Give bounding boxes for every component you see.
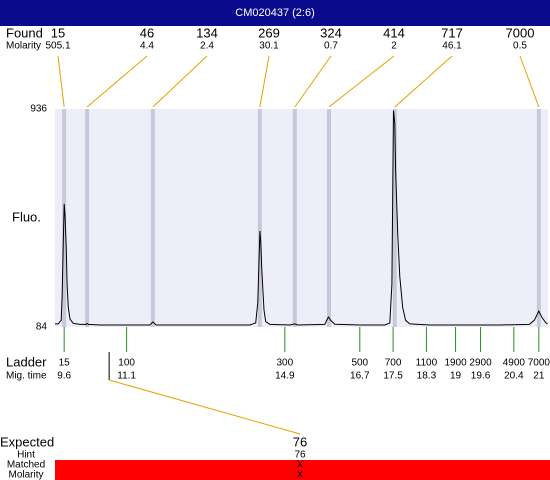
peak-connector bbox=[294, 55, 332, 108]
expected-value: 76 bbox=[293, 434, 307, 449]
ladder-time: 21 bbox=[533, 371, 545, 382]
y-tick-label: 84 bbox=[36, 322, 48, 333]
expected-connector bbox=[108, 379, 301, 435]
peak-connector bbox=[328, 55, 395, 108]
matched-label: Matched bbox=[7, 460, 45, 471]
ladder-size: 7000 bbox=[528, 358, 550, 369]
expected-label: Expected bbox=[0, 434, 54, 449]
ladder-size: 4900 bbox=[503, 358, 526, 369]
title-bar bbox=[0, 0, 550, 26]
molarity-row-value: X bbox=[297, 470, 304, 480]
found-molarity: 46.1 bbox=[442, 41, 462, 52]
peak-band bbox=[536, 109, 541, 327]
peak-connector bbox=[152, 55, 208, 108]
peak-connector bbox=[519, 55, 540, 108]
ladder-time: 9.6 bbox=[57, 371, 71, 382]
trace bbox=[55, 110, 548, 326]
match-bar bbox=[55, 460, 550, 480]
y-axis-label: Fluo. bbox=[12, 209, 41, 224]
ladder-time: 11.1 bbox=[117, 371, 136, 382]
ladder-size: 300 bbox=[277, 358, 294, 369]
ladder-size: 100 bbox=[118, 358, 135, 369]
found-size: 7000 bbox=[506, 25, 535, 40]
ladder-label: Ladder bbox=[6, 354, 47, 369]
ladder-size: 2900 bbox=[469, 358, 492, 369]
ladder-size: 700 bbox=[385, 358, 402, 369]
ladder-size: 15 bbox=[59, 358, 71, 369]
found-size: 414 bbox=[383, 25, 405, 40]
found-size: 269 bbox=[258, 25, 280, 40]
peak-band bbox=[392, 109, 397, 327]
peak-band bbox=[85, 109, 90, 327]
peak-band bbox=[326, 109, 331, 327]
found-molarity: 0.7 bbox=[324, 41, 338, 52]
found-molarity: 2 bbox=[391, 41, 397, 52]
molarity-label: Molarity bbox=[6, 41, 41, 52]
ladder-time: 19.6 bbox=[471, 371, 491, 382]
found-molarity: 4.4 bbox=[140, 41, 154, 52]
peak-connector bbox=[86, 55, 148, 108]
peak-band bbox=[292, 109, 297, 327]
found-size: 717 bbox=[441, 25, 463, 40]
found-molarity: 0.5 bbox=[513, 41, 527, 52]
peak-connector bbox=[394, 55, 453, 108]
ladder-time: 16.7 bbox=[350, 371, 370, 382]
y-tick-label: 936 bbox=[30, 104, 47, 115]
plot-area bbox=[55, 109, 548, 327]
found-molarity: 505.1 bbox=[45, 41, 70, 52]
ladder-time: 19 bbox=[450, 371, 462, 382]
found-size: 324 bbox=[320, 25, 342, 40]
ladder-size: 500 bbox=[351, 358, 368, 369]
found-size: 134 bbox=[196, 25, 218, 40]
hint-value: 76 bbox=[294, 450, 306, 461]
peak-band bbox=[257, 109, 262, 327]
matched-value: X bbox=[297, 460, 304, 471]
ladder-size: 1100 bbox=[416, 358, 438, 369]
found-molarity: 30.1 bbox=[259, 41, 279, 52]
molarity-row-label: Molarity bbox=[8, 470, 43, 480]
peak-connector bbox=[259, 55, 270, 108]
found-size: 46 bbox=[140, 25, 154, 40]
ladder-size: 1900 bbox=[444, 358, 467, 369]
mig-time-label: Mig. time bbox=[6, 371, 47, 382]
found-size: 15 bbox=[51, 25, 65, 40]
ladder-time: 20.4 bbox=[504, 371, 524, 382]
hint-label: Hint bbox=[17, 450, 35, 461]
ladder-time: 17.5 bbox=[383, 371, 403, 382]
ladder-time: 14.9 bbox=[275, 371, 295, 382]
title: CM020437 (2:6) bbox=[235, 7, 315, 19]
peak-band bbox=[150, 109, 155, 327]
found-molarity: 2.4 bbox=[200, 41, 214, 52]
ladder-time: 18.3 bbox=[417, 371, 437, 382]
peak-connector bbox=[57, 55, 65, 108]
found-label: Found bbox=[6, 25, 43, 40]
